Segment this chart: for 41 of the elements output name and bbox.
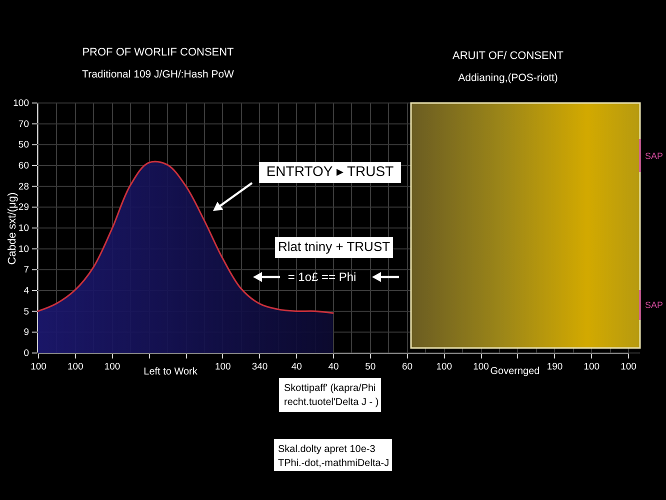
x-tick-label: 100 bbox=[436, 362, 452, 372]
text: 4 bbox=[24, 286, 29, 296]
text: Governged bbox=[490, 366, 540, 377]
x-tick-label: 40 bbox=[291, 362, 302, 372]
text: Addianing,(POS-riott) bbox=[458, 72, 558, 84]
x-tick-label: 100 bbox=[214, 362, 231, 372]
x-tick-label: 100 bbox=[30, 362, 46, 372]
text: ARUIT OF/ CONSENT bbox=[452, 50, 564, 62]
annotation: = 1o£ == Phi bbox=[288, 270, 356, 284]
annotation: Rlat tniny + TRUST bbox=[278, 239, 390, 254]
text: SAP bbox=[645, 151, 664, 161]
x-tick-label: 40 bbox=[328, 362, 339, 372]
x-tick-label: 340 bbox=[252, 362, 268, 372]
text: Skal.dolty apret 10e-3 TPhi.-dot,-mathmiDelta-J bbox=[278, 444, 390, 469]
text: 0 bbox=[24, 348, 29, 359]
text: 100 bbox=[13, 98, 29, 109]
x-tick-label: 100 bbox=[104, 362, 120, 372]
x-tick-label: 100 bbox=[473, 362, 489, 372]
text: 60 bbox=[18, 160, 29, 172]
y-axis-title: Cabde sxt/(μg) bbox=[6, 192, 18, 265]
text: SAP bbox=[645, 300, 664, 310]
x-tick-label: 100 bbox=[584, 362, 600, 372]
text: 70 bbox=[18, 118, 29, 130]
text: 50 bbox=[18, 140, 29, 151]
text: 28 bbox=[18, 181, 29, 192]
chart-subtitle: Traditional 109 J/GH/:Hash PoW bbox=[82, 68, 234, 80]
x-tick-label: 60 bbox=[402, 362, 413, 372]
text: 10 bbox=[18, 223, 29, 234]
text: 7 bbox=[24, 264, 29, 276]
x-axis-title: Left to Work bbox=[144, 366, 198, 378]
text: 10 bbox=[18, 244, 29, 255]
x-tick-label: 100 bbox=[620, 362, 636, 372]
text: 5 bbox=[24, 306, 29, 318]
x-tick-label: 50 bbox=[365, 362, 376, 372]
text: 29 bbox=[18, 202, 29, 214]
chart-title: PROF OF WORLIF CONSENT bbox=[82, 46, 234, 58]
x-tick-label: 100 bbox=[67, 362, 84, 372]
annotation: ENTRTOY ▸ TRUST bbox=[266, 163, 394, 179]
text: Skottipaff' (kapra/Phi recht.tuotel'Delta J - ) bbox=[284, 383, 379, 408]
text: 9 bbox=[24, 327, 29, 338]
x-tick-label: 190 bbox=[546, 362, 563, 372]
